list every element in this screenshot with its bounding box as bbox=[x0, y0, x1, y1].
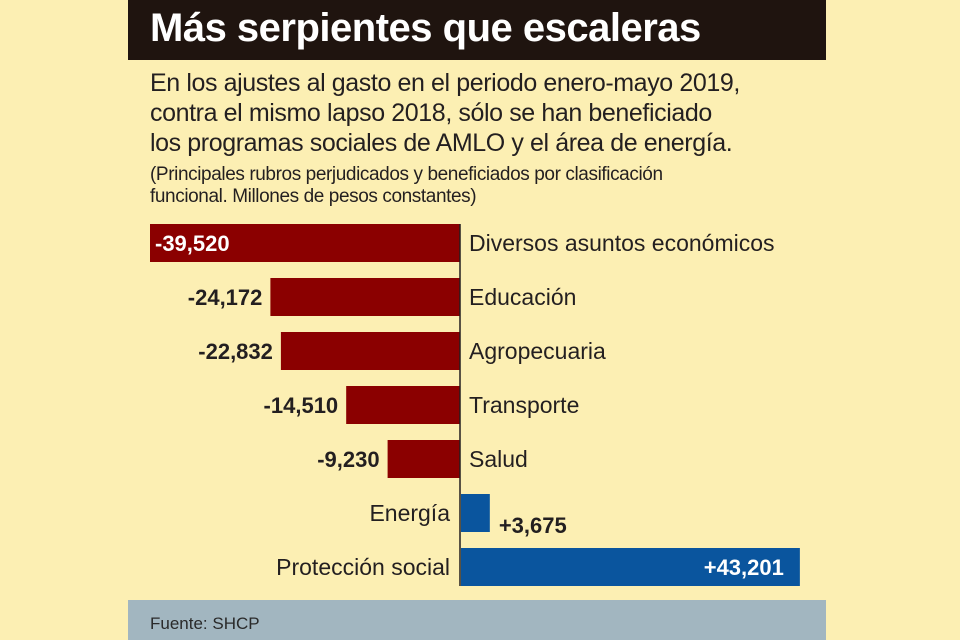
chart-title: Más serpientes que escaleras bbox=[150, 6, 701, 50]
bar bbox=[280, 332, 460, 370]
lead-line: En los ajustes al gasto en el periodo en… bbox=[150, 69, 740, 97]
units-note: (Principales rubros perjudicados y benef… bbox=[150, 164, 663, 208]
value-label: +3,675 bbox=[499, 513, 567, 538]
value-label: +43,201 bbox=[704, 555, 784, 580]
bar bbox=[150, 224, 460, 262]
category-label: Agropecuaria bbox=[469, 338, 606, 364]
note-line: (Principales rubros perjudicados y benef… bbox=[150, 164, 663, 185]
category-label: Diversos asuntos económicos bbox=[469, 230, 775, 256]
source-note: Fuente: SHCP bbox=[150, 614, 260, 633]
value-label: -39,520 bbox=[155, 231, 230, 256]
value-label: -14,510 bbox=[264, 393, 339, 418]
category-label: Energía bbox=[369, 500, 450, 526]
value-label: -9,230 bbox=[317, 447, 379, 472]
category-label: Protección social bbox=[276, 554, 450, 580]
lead-line: contra el mismo lapso 2018, sólo se han … bbox=[150, 99, 712, 127]
value-label: -22,832 bbox=[198, 339, 273, 364]
category-label: Educación bbox=[469, 284, 576, 310]
bar bbox=[461, 494, 490, 532]
bar bbox=[346, 386, 460, 424]
bar bbox=[270, 278, 460, 316]
title-bar: Más serpientes que escaleras bbox=[128, 0, 826, 60]
bar bbox=[387, 440, 460, 478]
category-label: Salud bbox=[469, 446, 528, 472]
bar bbox=[461, 548, 800, 586]
category-label: Transporte bbox=[469, 392, 579, 418]
note-line: funcional. Millones de pesos constantes) bbox=[150, 186, 477, 207]
footer: Fuente: SHCP bbox=[128, 600, 826, 640]
value-label: -24,172 bbox=[188, 285, 263, 310]
lead-text: En los ajustes al gasto en el periodo en… bbox=[150, 68, 740, 158]
lead-line: los programas sociales de AMLO y el área… bbox=[150, 129, 733, 157]
